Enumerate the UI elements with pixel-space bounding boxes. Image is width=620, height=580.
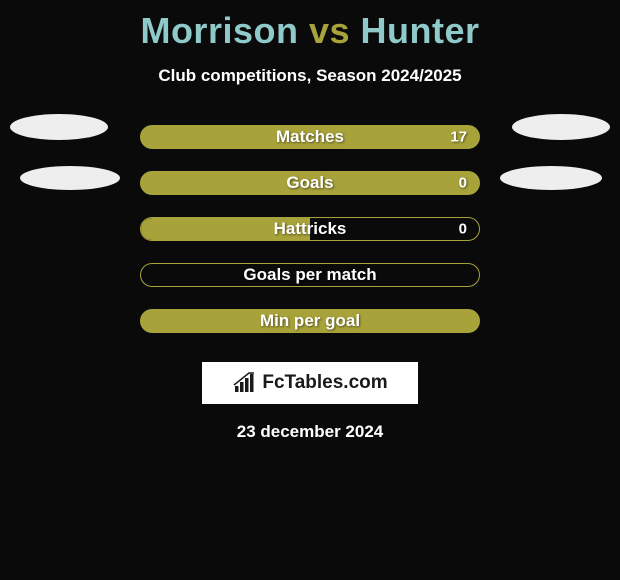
stats-container: Matches 17 Goals 0 Hattricks 0 Goals per match… <box>0 114 620 344</box>
stat-bar-track: Min per goal <box>140 309 480 333</box>
stat-row: Hattricks 0 <box>0 206 620 252</box>
logo-box: FcTables.com <box>202 362 418 404</box>
page-title: Morrison vs Hunter <box>0 0 620 52</box>
stat-label: Min per goal <box>260 311 360 331</box>
stat-bar-track: Goals per match <box>140 263 480 287</box>
stat-label: Hattricks <box>274 219 347 239</box>
stat-value-right: 0 <box>459 175 467 192</box>
stat-row: Min per goal <box>0 298 620 344</box>
stat-bar-track: Matches 17 <box>140 125 480 149</box>
stat-value-right: 17 <box>450 129 467 146</box>
stat-bar-track: Goals 0 <box>140 171 480 195</box>
logo-text: FcTables.com <box>262 372 387 394</box>
player1-name: Morrison <box>140 10 298 51</box>
vs-text: vs <box>309 10 350 51</box>
stat-label: Matches <box>276 127 344 147</box>
stat-label: Goals <box>286 173 333 193</box>
date-text: 23 december 2024 <box>0 422 620 442</box>
stat-value-right: 0 <box>459 221 467 238</box>
chart-icon <box>232 372 258 394</box>
stat-row: Goals per match <box>0 252 620 298</box>
subtitle: Club competitions, Season 2024/2025 <box>0 66 620 86</box>
stat-label: Goals per match <box>243 265 376 285</box>
stat-bar-track: Hattricks 0 <box>140 217 480 241</box>
player2-name: Hunter <box>361 10 480 51</box>
stat-row: Matches 17 <box>0 114 620 160</box>
stat-row: Goals 0 <box>0 160 620 206</box>
